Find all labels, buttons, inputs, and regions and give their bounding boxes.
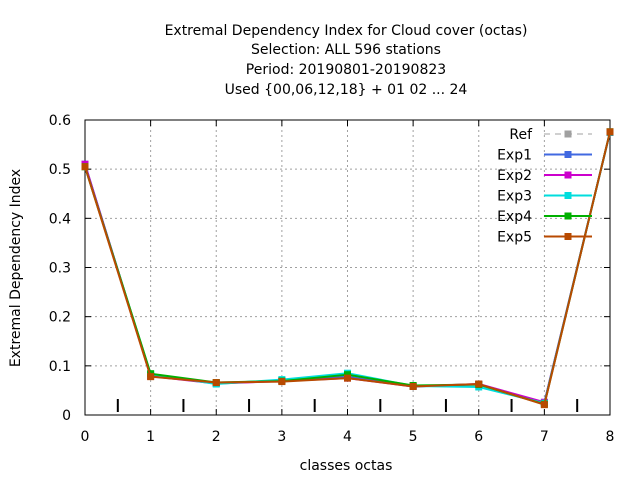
x-tick-label: 1: [146, 429, 155, 445]
data-point: [606, 128, 614, 136]
x-tick-label: 3: [277, 429, 286, 445]
data-point: [475, 380, 483, 388]
y-tick-label: 0.6: [49, 113, 71, 129]
data-point: [278, 378, 286, 386]
series-group: [81, 128, 614, 409]
x-tick-label: 2: [212, 429, 221, 445]
y-axis-label: Extremal Dependency Index: [8, 169, 24, 367]
y-tick-label: 0: [62, 408, 71, 424]
chart-title: Extremal Dependency Index for Cloud cove…: [165, 23, 528, 98]
data-point: [344, 374, 351, 382]
title-line-4: Used {00,06,12,18} + 01 02 ... 24: [225, 82, 468, 98]
legend-label-ref: Ref: [509, 127, 533, 143]
legend-marker-exp4: [564, 212, 572, 220]
x-tick-label: 8: [606, 429, 615, 445]
y-tick-label: 0.5: [49, 162, 71, 178]
data-point: [409, 382, 417, 390]
legend-marker-ref: [564, 130, 572, 138]
title-line-1: Extremal Dependency Index for Cloud cove…: [165, 23, 528, 39]
legend-marker-exp1: [564, 151, 572, 158]
legend-marker-exp2: [564, 171, 572, 179]
y-tick-label: 0.4: [49, 211, 71, 227]
title-line-2: Selection: ALL 596 stations: [251, 42, 441, 58]
x-tick-label: 0: [81, 429, 90, 445]
legend-marker-exp5: [564, 233, 572, 240]
y-tick-label: 0.1: [49, 359, 71, 375]
x-tick-label: 7: [540, 429, 549, 445]
bottom-marks: [116, 399, 579, 412]
grid: [85, 120, 610, 415]
y-tick-label: 0.3: [49, 261, 71, 277]
title-line-3: Period: 20190801-20190823: [246, 62, 446, 78]
legend-marker-exp3: [564, 192, 572, 199]
legend-label-exp3: Exp3: [497, 189, 532, 205]
x-tick-label: 5: [409, 429, 418, 445]
y-tick-label: 0.2: [49, 310, 71, 326]
data-point: [81, 163, 89, 171]
x-tick-label: 4: [343, 429, 352, 445]
data-point: [540, 401, 548, 409]
series-exp5: [81, 128, 614, 409]
legend-label-exp4: Exp4: [497, 209, 532, 225]
legend-label-exp2: Exp2: [497, 168, 532, 184]
legend: Ref Exp1 Exp2 Exp3 Exp4 Exp5: [497, 127, 592, 246]
legend-label-exp1: Exp1: [497, 148, 532, 164]
legend-label-exp5: Exp5: [497, 230, 532, 246]
data-point: [212, 379, 220, 387]
x-axis-label: classes octas: [300, 458, 393, 474]
axis-ticks: 0 1 2 3 4 5 6 7 8 0 0.1 0.2 0.3 0.4 0.5 0.6: [49, 113, 615, 445]
x-tick-label: 6: [474, 429, 483, 445]
data-point: [147, 373, 155, 381]
